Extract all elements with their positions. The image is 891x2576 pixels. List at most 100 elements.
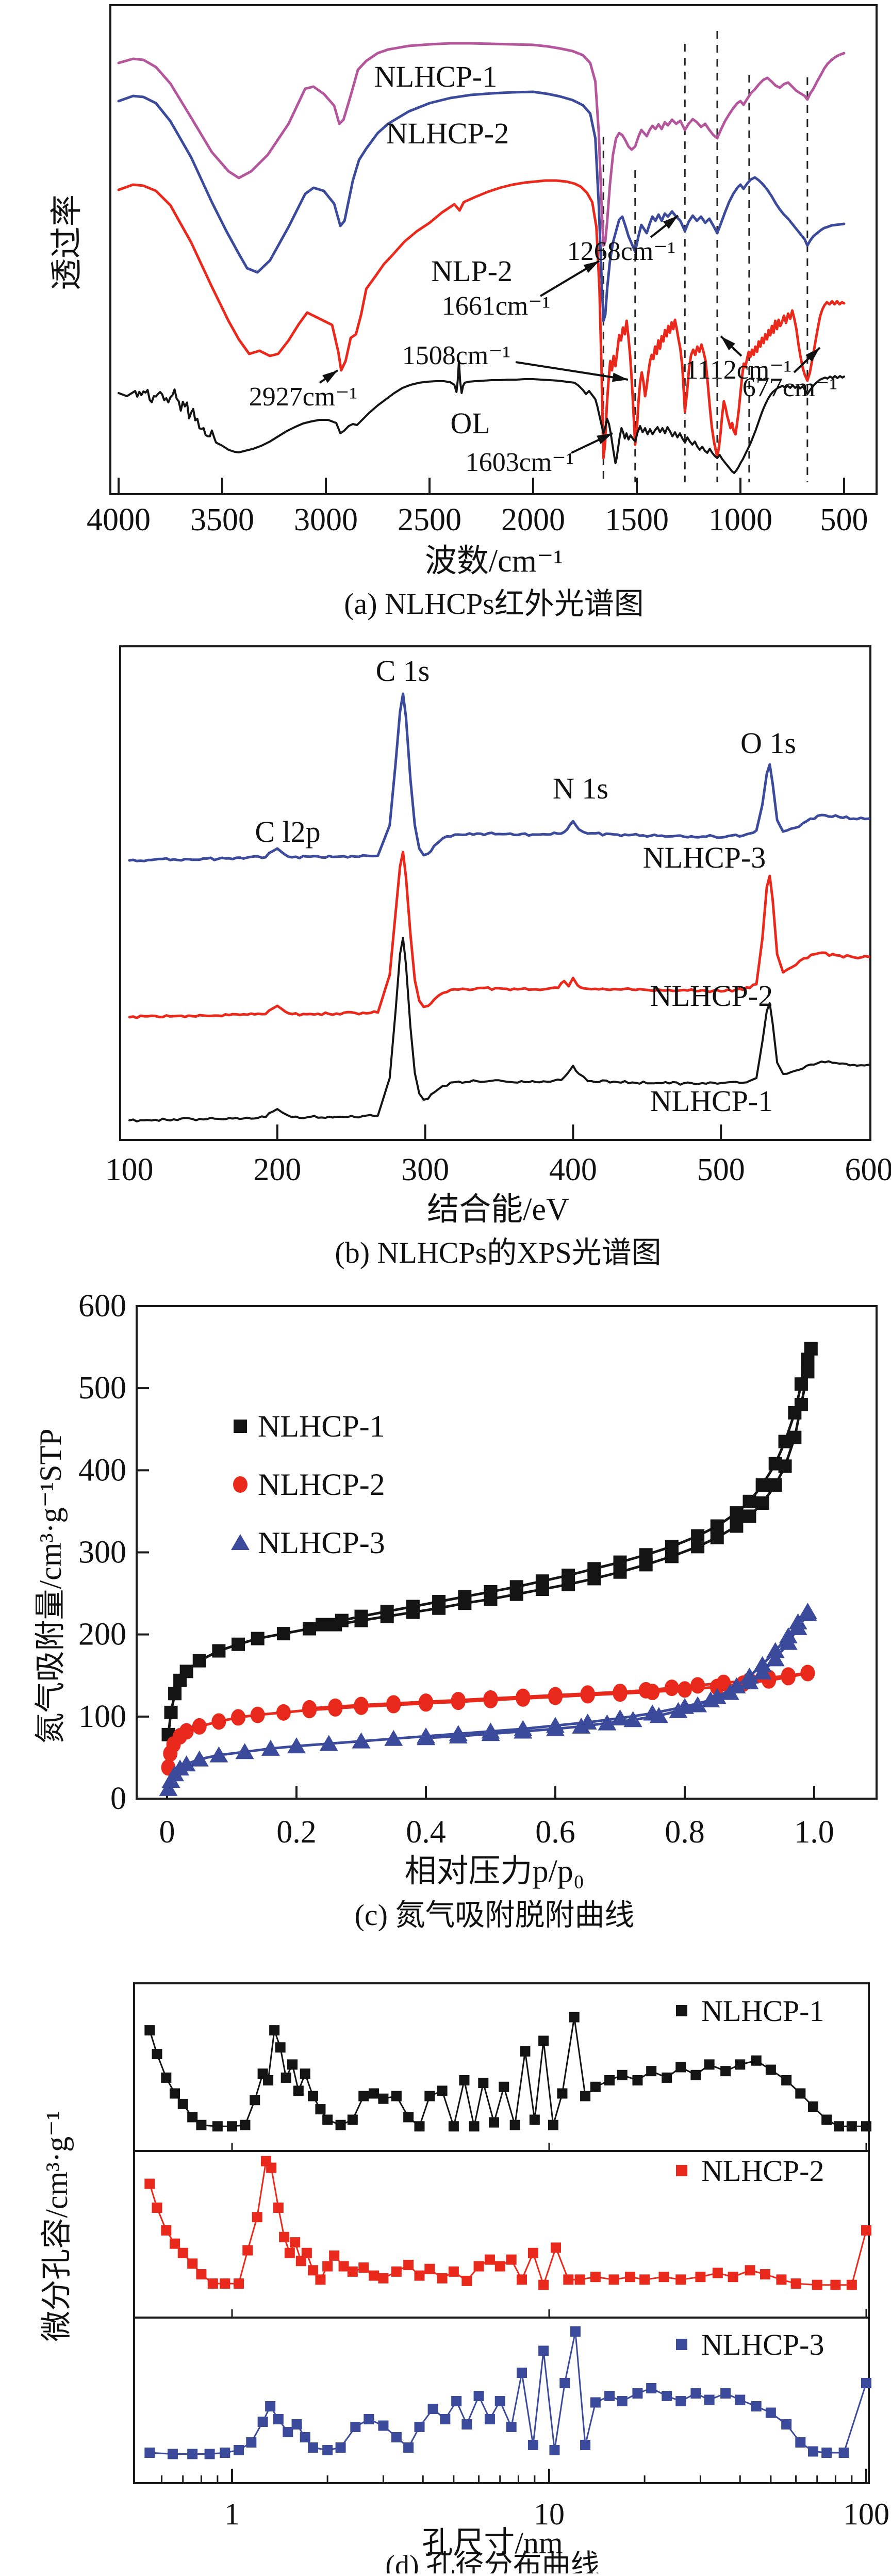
curve-label: NLHCP-2 [650,979,773,1013]
marker-square [506,2255,517,2265]
marker-square [690,2070,701,2080]
marker-square [322,2115,333,2125]
marker-square [449,2121,459,2131]
marker-square [355,1610,368,1623]
x-tick-label: 500 [820,502,868,537]
x-tick-label: 0.2 [276,1815,317,1850]
marker-circle [179,1723,194,1739]
marker-square [499,2082,509,2092]
marker-square [839,2448,849,2458]
x-tick-label: 3500 [190,502,254,537]
marker-square [808,2447,818,2457]
marker-square [604,2391,615,2401]
marker-square [300,2068,310,2079]
marker-square [178,2248,188,2258]
marker-square [170,2239,180,2249]
marker-square [795,2089,805,2099]
marker-square [690,2388,701,2399]
marker-square [348,2115,358,2125]
marker-square [378,2421,388,2431]
marker-square [437,2085,448,2096]
marker-square [364,2414,374,2424]
marker-square [779,1435,792,1448]
marker-square [322,2261,333,2272]
peak-label: O 1s [740,726,796,760]
x-tick-label: 2000 [501,502,565,537]
y-tick-label: 500 [78,1371,126,1406]
marker-square [406,1600,420,1613]
marker-square [281,2073,291,2083]
marker-square [821,2448,832,2458]
legend-marker [676,2339,687,2350]
marker-square [251,1632,265,1645]
legend-label: NLHCP-2 [701,2154,824,2188]
marker-square [675,2396,686,2406]
legend-label: NLHCP-3 [258,1526,385,1560]
marker-square [152,2203,162,2213]
x-tick-label: 600 [845,1152,891,1187]
marker-square [538,2280,549,2290]
curve-label: OL [450,406,490,440]
marker-square [735,2395,745,2405]
marker-square [760,2269,770,2279]
x-tick-label: 0.6 [535,1815,575,1850]
marker-square [861,2121,871,2131]
marker-square [283,2427,293,2437]
marker-square [234,2278,244,2289]
marker-square [587,1562,601,1575]
marker-square [263,2075,273,2085]
marker-square [530,2115,540,2125]
marker-square [391,2091,402,2101]
y-tick-label: 100 [78,1699,126,1734]
marker-square [658,2272,669,2282]
marker-square [292,2419,302,2430]
xps-curve-NLHCP-3 [129,694,869,861]
legend-marker [676,2165,687,2176]
marker-square [795,1377,808,1391]
marker-square [335,1614,349,1627]
marker-square [451,2396,461,2406]
x-tick-label: 500 [697,1152,745,1187]
caption-b: (b) NLHCPs的XPS光谱图 [335,1236,661,1269]
marker-square [590,2272,601,2282]
arrow-head [612,373,628,382]
marker-square [144,2448,155,2458]
peak-label: C l2p [255,815,320,849]
marker-square [424,2091,435,2101]
marker-circle [302,1700,317,1717]
marker-square [735,2059,745,2069]
marker-square [570,2326,581,2337]
marker-square [711,1531,724,1544]
marker-square [474,2391,484,2401]
marker-square [293,2085,304,2096]
legend-label: NLHCP-3 [701,2328,824,2361]
plot-frame [137,1306,877,1799]
x-tick-label: 300 [401,1152,449,1187]
marker-square [834,2121,844,2131]
marker-square [437,2273,448,2284]
marker-square [559,2378,570,2388]
marker-square [469,2121,480,2131]
x-axis-title: 结合能/eV [427,1192,569,1227]
pore-line-NLHCP-1 [150,2017,866,2127]
marker-square [538,2346,549,2356]
marker-square [617,2396,628,2406]
marker-circle [548,1687,563,1703]
marker-square [791,2278,801,2289]
curve-label: NLHCP-3 [643,841,766,874]
marker-square [751,2056,762,2066]
marker-square [234,2445,244,2455]
marker-circle [665,1680,679,1696]
marker-square [569,2012,580,2023]
marker-square [795,2437,805,2448]
marker-circle [484,1690,498,1707]
marker-square [730,1520,743,1533]
marker-circle [354,1697,369,1714]
marker-square [308,2091,318,2101]
marker-square [250,2095,260,2105]
marker-square [459,2075,469,2085]
marker-square [415,2422,425,2432]
marker-square [549,2445,559,2455]
marker-square [269,2025,279,2035]
